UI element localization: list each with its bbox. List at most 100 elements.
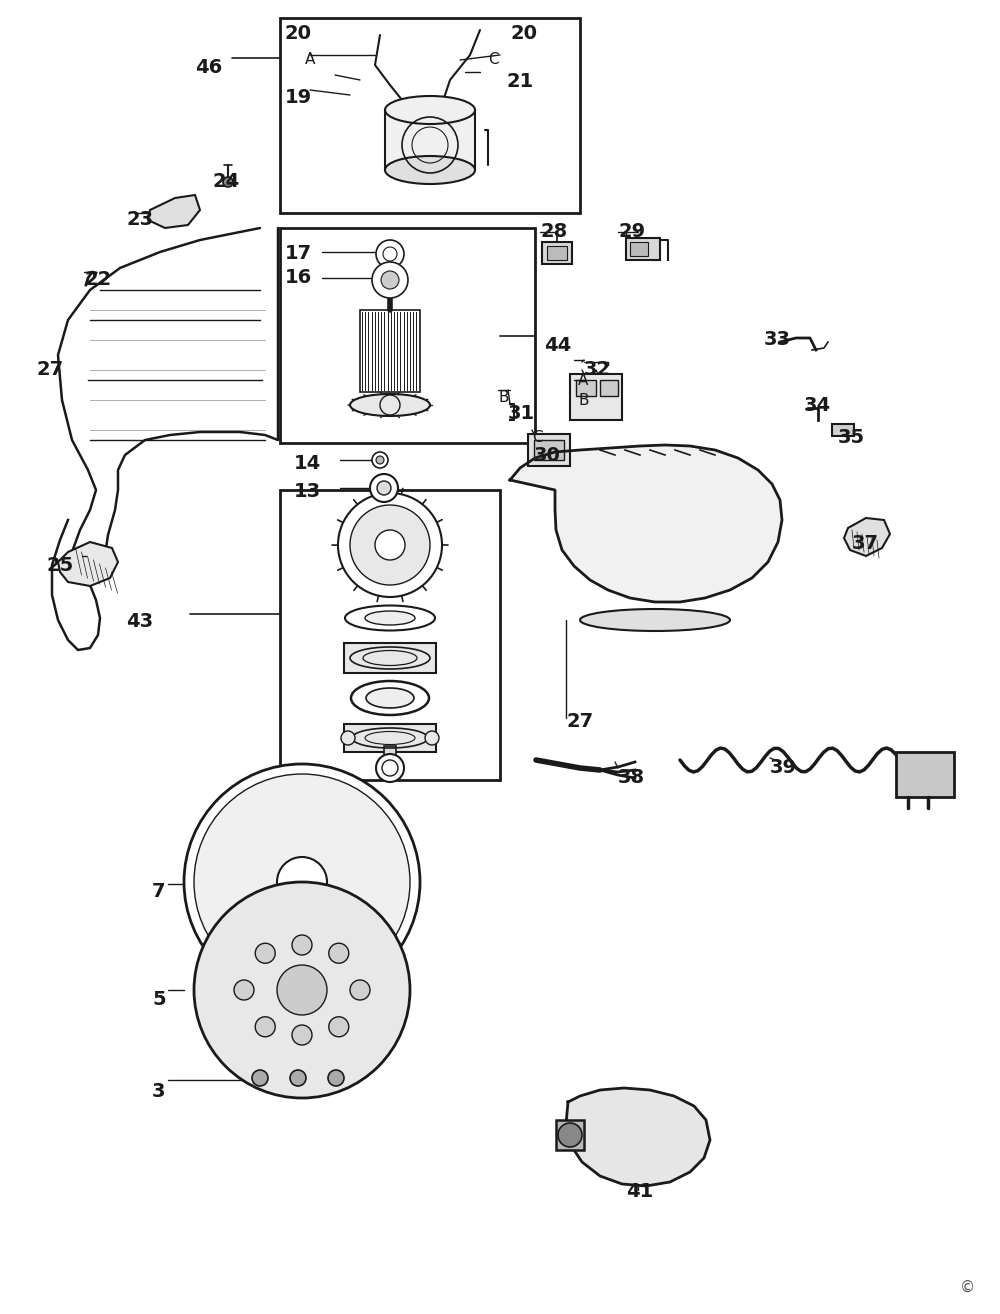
Polygon shape: [58, 541, 118, 586]
Text: 35: 35: [838, 428, 865, 447]
Polygon shape: [148, 194, 200, 229]
Bar: [280, 490, 500, 781]
Text: 32: 32: [584, 360, 611, 378]
Text: 30: 30: [534, 445, 561, 465]
Text: 41: 41: [626, 1183, 653, 1201]
Text: 39: 39: [770, 758, 797, 777]
Text: 21: 21: [506, 72, 533, 91]
Polygon shape: [566, 1088, 710, 1187]
Text: 23: 23: [126, 210, 153, 229]
Text: C: C: [532, 430, 543, 445]
Circle shape: [376, 456, 384, 464]
Text: 44: 44: [544, 336, 571, 355]
Circle shape: [376, 240, 404, 268]
Bar: [384, 746, 396, 756]
Ellipse shape: [350, 394, 430, 417]
Circle shape: [381, 271, 399, 289]
Bar: [385, 110, 475, 170]
Bar: [547, 246, 567, 260]
Circle shape: [370, 474, 398, 502]
Bar: [576, 380, 596, 396]
Text: B: B: [498, 390, 509, 405]
Bar: [896, 752, 954, 798]
Text: 28: 28: [540, 222, 567, 240]
Circle shape: [328, 1070, 344, 1085]
Circle shape: [338, 493, 442, 597]
Bar: [344, 643, 436, 673]
Text: 27: 27: [36, 360, 63, 378]
Circle shape: [194, 882, 410, 1099]
Text: 17: 17: [285, 244, 312, 263]
Ellipse shape: [385, 96, 475, 124]
Circle shape: [184, 763, 420, 1000]
Text: 5: 5: [152, 989, 166, 1009]
Ellipse shape: [366, 689, 414, 708]
Text: 20: 20: [285, 24, 312, 43]
Bar: [570, 374, 622, 420]
Circle shape: [277, 964, 327, 1014]
Circle shape: [372, 261, 408, 298]
Polygon shape: [510, 445, 782, 602]
Text: C: C: [488, 53, 499, 67]
Bar: [360, 310, 420, 392]
Text: 3: 3: [152, 1081, 166, 1101]
Circle shape: [223, 177, 233, 187]
Bar: [280, 229, 535, 443]
Text: A: A: [305, 53, 315, 67]
Circle shape: [329, 1017, 349, 1037]
Text: 29: 29: [618, 222, 645, 240]
Text: A: A: [578, 373, 588, 388]
Circle shape: [290, 1070, 306, 1085]
Ellipse shape: [345, 606, 435, 631]
Text: 20: 20: [510, 24, 537, 43]
Ellipse shape: [351, 681, 429, 715]
Circle shape: [329, 943, 349, 963]
Text: 16: 16: [285, 268, 312, 286]
Text: 46: 46: [195, 58, 222, 78]
Circle shape: [425, 731, 439, 745]
Text: 22: 22: [84, 269, 111, 289]
Text: 31: 31: [508, 403, 535, 423]
Text: 38: 38: [618, 767, 645, 787]
Bar: [280, 18, 580, 213]
Circle shape: [292, 936, 312, 955]
Circle shape: [194, 774, 410, 989]
Text: 24: 24: [213, 172, 240, 191]
Bar: [832, 424, 854, 436]
Circle shape: [372, 452, 388, 468]
Text: ©: ©: [960, 1280, 975, 1296]
Text: 13: 13: [294, 482, 321, 501]
Text: 19: 19: [285, 88, 312, 106]
Ellipse shape: [580, 608, 730, 631]
Circle shape: [341, 731, 355, 745]
Polygon shape: [844, 518, 890, 556]
Text: 14: 14: [294, 455, 321, 473]
Bar: [534, 440, 564, 460]
Text: B: B: [578, 393, 588, 409]
Text: 37: 37: [852, 533, 879, 553]
Text: 33: 33: [764, 330, 791, 350]
Circle shape: [255, 1017, 275, 1037]
Bar: [626, 238, 660, 260]
Circle shape: [252, 1070, 268, 1085]
Text: 25: 25: [46, 556, 73, 576]
Text: 34: 34: [804, 396, 831, 415]
Circle shape: [350, 980, 370, 1000]
Ellipse shape: [365, 611, 415, 625]
Circle shape: [292, 1025, 312, 1045]
Circle shape: [277, 857, 327, 907]
Bar: [528, 434, 570, 466]
Text: 27: 27: [566, 712, 593, 731]
Ellipse shape: [385, 156, 475, 184]
Bar: [542, 242, 572, 264]
Bar: [344, 724, 436, 752]
Circle shape: [350, 505, 430, 585]
Circle shape: [255, 943, 275, 963]
Circle shape: [377, 481, 391, 495]
Text: 7: 7: [152, 882, 166, 901]
Circle shape: [234, 980, 254, 1000]
Text: 43: 43: [126, 612, 153, 631]
Bar: [630, 242, 648, 256]
Circle shape: [558, 1123, 582, 1147]
Circle shape: [375, 530, 405, 560]
